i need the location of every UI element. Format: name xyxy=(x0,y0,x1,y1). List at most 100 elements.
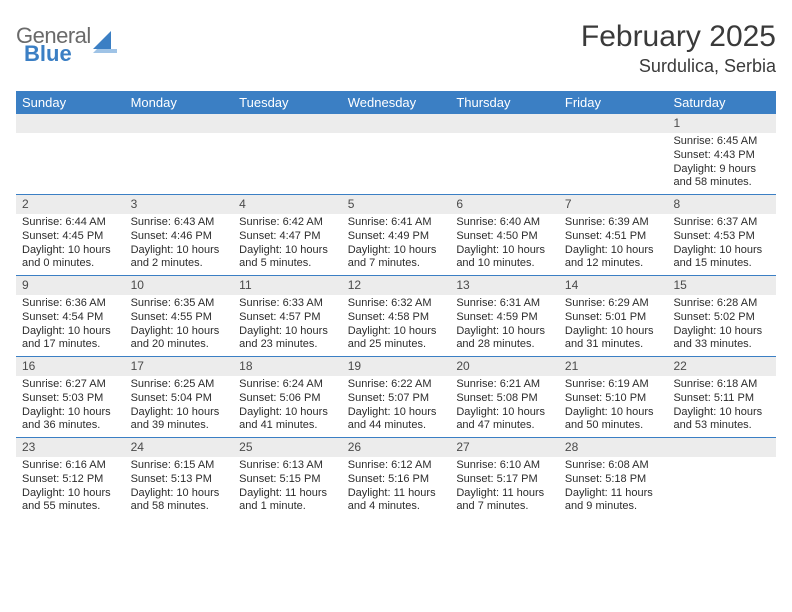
day-number: 19 xyxy=(342,357,451,376)
day-cell xyxy=(233,114,342,194)
week-row: 2Sunrise: 6:44 AMSunset: 4:45 PMDaylight… xyxy=(16,194,776,275)
sunrise-text: Sunrise: 6:24 AM xyxy=(239,378,336,392)
day-number: 8 xyxy=(667,195,776,214)
day-number xyxy=(342,114,451,133)
sunset-text: Sunset: 5:13 PM xyxy=(131,473,228,487)
day-details: Sunrise: 6:15 AMSunset: 5:13 PMDaylight:… xyxy=(125,457,234,518)
day-number: 18 xyxy=(233,357,342,376)
day-cell xyxy=(342,114,451,194)
sunrise-text: Sunrise: 6:18 AM xyxy=(673,378,770,392)
day-cell: 13Sunrise: 6:31 AMSunset: 4:59 PMDayligh… xyxy=(450,276,559,356)
day-details: Sunrise: 6:29 AMSunset: 5:01 PMDaylight:… xyxy=(559,295,668,356)
day-number: 24 xyxy=(125,438,234,457)
sunrise-text: Sunrise: 6:40 AM xyxy=(456,216,553,230)
title-block: February 2025 Surdulica, Serbia xyxy=(581,20,776,77)
day-details: Sunrise: 6:31 AMSunset: 4:59 PMDaylight:… xyxy=(450,295,559,356)
sunrise-text: Sunrise: 6:31 AM xyxy=(456,297,553,311)
day-details: Sunrise: 6:28 AMSunset: 5:02 PMDaylight:… xyxy=(667,295,776,356)
day-number: 13 xyxy=(450,276,559,295)
day-cell xyxy=(450,114,559,194)
sunset-text: Sunset: 5:12 PM xyxy=(22,473,119,487)
daylight-text: Daylight: 10 hours and 7 minutes. xyxy=(348,244,445,272)
daylight-text: Daylight: 10 hours and 20 minutes. xyxy=(131,325,228,353)
day-cell: 5Sunrise: 6:41 AMSunset: 4:49 PMDaylight… xyxy=(342,195,451,275)
daylight-text: Daylight: 10 hours and 50 minutes. xyxy=(565,406,662,434)
day-details: Sunrise: 6:16 AMSunset: 5:12 PMDaylight:… xyxy=(16,457,125,518)
day-cell: 25Sunrise: 6:13 AMSunset: 5:15 PMDayligh… xyxy=(233,438,342,518)
day-number: 11 xyxy=(233,276,342,295)
daylight-text: Daylight: 10 hours and 15 minutes. xyxy=(673,244,770,272)
day-details: Sunrise: 6:13 AMSunset: 5:15 PMDaylight:… xyxy=(233,457,342,518)
daylight-text: Daylight: 11 hours and 1 minute. xyxy=(239,487,336,515)
sunset-text: Sunset: 4:55 PM xyxy=(131,311,228,325)
day-number: 28 xyxy=(559,438,668,457)
sunrise-text: Sunrise: 6:10 AM xyxy=(456,459,553,473)
day-cell: 21Sunrise: 6:19 AMSunset: 5:10 PMDayligh… xyxy=(559,357,668,437)
sunrise-text: Sunrise: 6:42 AM xyxy=(239,216,336,230)
sunset-text: Sunset: 4:57 PM xyxy=(239,311,336,325)
day-cell: 9Sunrise: 6:36 AMSunset: 4:54 PMDaylight… xyxy=(16,276,125,356)
day-number: 10 xyxy=(125,276,234,295)
week-row: 1Sunrise: 6:45 AMSunset: 4:43 PMDaylight… xyxy=(16,114,776,194)
daylight-text: Daylight: 9 hours and 58 minutes. xyxy=(673,163,770,191)
sunset-text: Sunset: 4:45 PM xyxy=(22,230,119,244)
sail-icon xyxy=(93,31,117,53)
sunrise-text: Sunrise: 6:45 AM xyxy=(673,135,770,149)
daylight-text: Daylight: 10 hours and 33 minutes. xyxy=(673,325,770,353)
sunrise-text: Sunrise: 6:13 AM xyxy=(239,459,336,473)
sunset-text: Sunset: 4:50 PM xyxy=(456,230,553,244)
daylight-text: Daylight: 11 hours and 4 minutes. xyxy=(348,487,445,515)
day-cell: 27Sunrise: 6:10 AMSunset: 5:17 PMDayligh… xyxy=(450,438,559,518)
sunset-text: Sunset: 4:53 PM xyxy=(673,230,770,244)
header: General Blue February 2025 Surdulica, Se… xyxy=(16,20,776,77)
day-cell: 16Sunrise: 6:27 AMSunset: 5:03 PMDayligh… xyxy=(16,357,125,437)
day-number: 17 xyxy=(125,357,234,376)
day-cell xyxy=(125,114,234,194)
day-details: Sunrise: 6:32 AMSunset: 4:58 PMDaylight:… xyxy=(342,295,451,356)
sunset-text: Sunset: 4:46 PM xyxy=(131,230,228,244)
day-number xyxy=(233,114,342,133)
daylight-text: Daylight: 10 hours and 0 minutes. xyxy=(22,244,119,272)
daylight-text: Daylight: 10 hours and 25 minutes. xyxy=(348,325,445,353)
sunrise-text: Sunrise: 6:43 AM xyxy=(131,216,228,230)
daylight-text: Daylight: 11 hours and 7 minutes. xyxy=(456,487,553,515)
page-title: February 2025 xyxy=(581,20,776,54)
sunset-text: Sunset: 5:02 PM xyxy=(673,311,770,325)
day-cell: 20Sunrise: 6:21 AMSunset: 5:08 PMDayligh… xyxy=(450,357,559,437)
day-details: Sunrise: 6:36 AMSunset: 4:54 PMDaylight:… xyxy=(16,295,125,356)
daylight-text: Daylight: 10 hours and 28 minutes. xyxy=(456,325,553,353)
week-row: 23Sunrise: 6:16 AMSunset: 5:12 PMDayligh… xyxy=(16,437,776,518)
day-number: 4 xyxy=(233,195,342,214)
day-number xyxy=(667,438,776,457)
daylight-text: Daylight: 10 hours and 55 minutes. xyxy=(22,487,119,515)
day-header: Tuesday xyxy=(233,91,342,114)
daylight-text: Daylight: 10 hours and 44 minutes. xyxy=(348,406,445,434)
sunset-text: Sunset: 5:15 PM xyxy=(239,473,336,487)
sunrise-text: Sunrise: 6:39 AM xyxy=(565,216,662,230)
day-number: 25 xyxy=(233,438,342,457)
daylight-text: Daylight: 10 hours and 2 minutes. xyxy=(131,244,228,272)
sunset-text: Sunset: 5:18 PM xyxy=(565,473,662,487)
day-details: Sunrise: 6:44 AMSunset: 4:45 PMDaylight:… xyxy=(16,214,125,275)
day-number xyxy=(125,114,234,133)
daylight-text: Daylight: 11 hours and 9 minutes. xyxy=(565,487,662,515)
day-details: Sunrise: 6:41 AMSunset: 4:49 PMDaylight:… xyxy=(342,214,451,275)
day-number xyxy=(559,114,668,133)
sunset-text: Sunset: 4:49 PM xyxy=(348,230,445,244)
daylight-text: Daylight: 10 hours and 12 minutes. xyxy=(565,244,662,272)
sunset-text: Sunset: 4:54 PM xyxy=(22,311,119,325)
calendar: Sunday Monday Tuesday Wednesday Thursday… xyxy=(16,91,776,518)
day-number: 9 xyxy=(16,276,125,295)
sunrise-text: Sunrise: 6:08 AM xyxy=(565,459,662,473)
day-cell: 17Sunrise: 6:25 AMSunset: 5:04 PMDayligh… xyxy=(125,357,234,437)
day-cell: 22Sunrise: 6:18 AMSunset: 5:11 PMDayligh… xyxy=(667,357,776,437)
day-cell: 19Sunrise: 6:22 AMSunset: 5:07 PMDayligh… xyxy=(342,357,451,437)
sunrise-text: Sunrise: 6:29 AM xyxy=(565,297,662,311)
sunrise-text: Sunrise: 6:16 AM xyxy=(22,459,119,473)
day-cell: 1Sunrise: 6:45 AMSunset: 4:43 PMDaylight… xyxy=(667,114,776,194)
day-header: Sunday xyxy=(16,91,125,114)
day-details: Sunrise: 6:19 AMSunset: 5:10 PMDaylight:… xyxy=(559,376,668,437)
day-cell xyxy=(559,114,668,194)
day-number: 15 xyxy=(667,276,776,295)
daylight-text: Daylight: 10 hours and 10 minutes. xyxy=(456,244,553,272)
